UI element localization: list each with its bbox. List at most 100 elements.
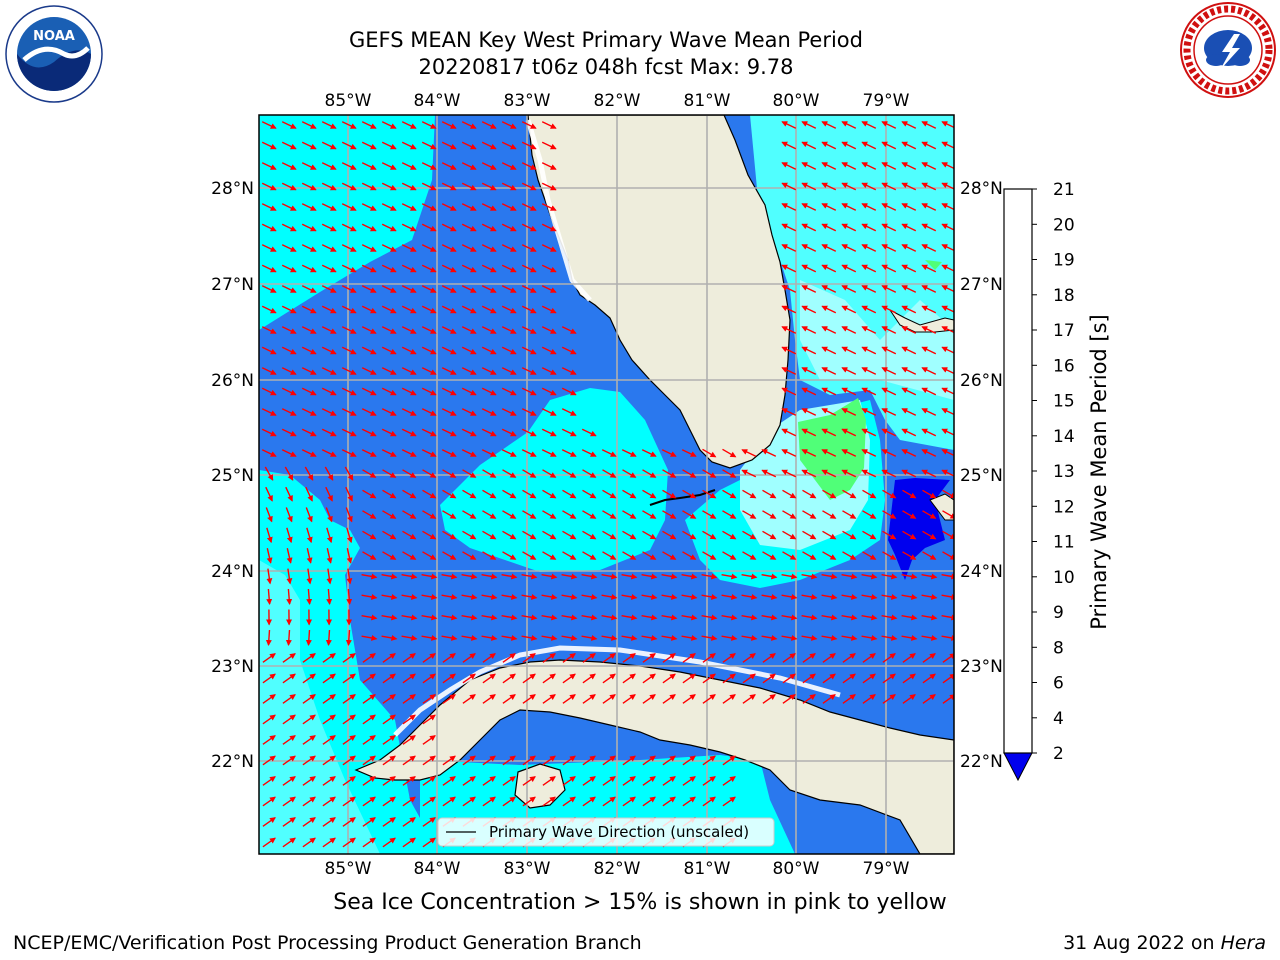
wave-arrow <box>522 694 536 704</box>
wave-arrow <box>522 653 536 663</box>
credit-line: NCEP/EMC/Verification Post Processing Pr… <box>13 932 642 954</box>
wave-arrow <box>261 367 277 375</box>
wave-arrow <box>742 489 757 499</box>
wave-arrow <box>381 121 397 129</box>
wave-arrow <box>702 448 717 458</box>
wave-arrow <box>722 489 737 499</box>
wave-arrow <box>321 326 337 334</box>
wave-arrow <box>602 653 616 663</box>
wave-arrow <box>462 694 476 704</box>
wave-arrow <box>502 776 516 786</box>
wave-arrow <box>821 449 837 457</box>
wave-arrow <box>321 162 337 170</box>
wave-arrow <box>582 551 597 560</box>
wave-arrow <box>902 551 917 560</box>
wave-arrow <box>722 448 737 458</box>
wave-arrow <box>562 796 576 807</box>
wave-arrow <box>421 162 437 170</box>
wave-arrow <box>841 264 857 273</box>
wave-arrow <box>842 489 857 499</box>
wave-arrow <box>822 530 837 540</box>
wave-arrow <box>821 162 837 170</box>
wave-arrow <box>881 141 897 150</box>
wave-arrow <box>422 776 436 786</box>
wave-arrow <box>422 653 436 663</box>
wave-arrow <box>762 489 777 499</box>
wave-arrow <box>302 673 316 684</box>
wave-arrow <box>481 634 498 641</box>
wave-arrow <box>381 305 397 314</box>
wave-arrow <box>342 653 356 663</box>
wave-arrow <box>541 346 557 355</box>
wave-arrow <box>881 305 897 314</box>
wave-arrow <box>881 346 897 355</box>
wave-arrow <box>381 387 397 396</box>
wave-arrow <box>322 653 336 663</box>
wave-arrow <box>861 408 877 416</box>
wave-arrow <box>742 694 756 704</box>
wave-arrow <box>641 573 658 580</box>
wave-arrow <box>402 673 416 684</box>
wave-arrow <box>345 629 352 646</box>
wave-arrow <box>402 489 417 499</box>
wave-arrow <box>261 387 277 396</box>
wave-arrow <box>421 387 437 396</box>
wave-arrow <box>461 326 477 334</box>
wave-arrow <box>341 387 357 396</box>
wave-arrow <box>401 326 417 334</box>
wave-arrow <box>842 673 856 684</box>
wave-arrow <box>502 469 517 478</box>
wave-arrow <box>562 653 576 663</box>
wave-arrow <box>361 162 377 170</box>
wave-arrow <box>521 162 537 170</box>
wave-arrow <box>541 408 557 416</box>
wave-arrow <box>881 223 897 232</box>
wave-arrow <box>821 387 837 396</box>
wave-arrow <box>681 449 697 457</box>
wave-arrow <box>281 203 297 211</box>
wave-arrow <box>901 264 917 273</box>
wave-arrow <box>321 428 337 437</box>
wave-arrow <box>401 285 417 293</box>
wave-arrow <box>722 469 737 478</box>
wave-arrow <box>421 285 437 293</box>
wave-arrow <box>522 469 537 478</box>
colorbar-tick-label: 4 <box>1053 709 1064 729</box>
wave-arrow <box>722 776 736 786</box>
wave-arrow <box>842 510 857 519</box>
wave-arrow <box>402 837 416 848</box>
wave-arrow <box>921 305 937 314</box>
wave-arrow <box>561 593 578 600</box>
wave-arrow <box>601 573 618 580</box>
wave-arrow <box>862 489 877 499</box>
wave-arrow <box>282 653 296 663</box>
wave-arrow <box>561 449 577 457</box>
wave-arrow <box>861 285 877 293</box>
lat-label-left: 28°N <box>211 179 254 199</box>
wave-arrow <box>341 285 357 293</box>
wave-arrow <box>801 449 817 457</box>
wave-arrow <box>921 244 937 252</box>
wave-arrow <box>901 305 917 314</box>
wave-arrow <box>661 449 677 457</box>
wave-arrow <box>782 489 797 499</box>
wave-arrow <box>881 162 897 170</box>
wave-arrow <box>344 466 354 481</box>
wave-arrow <box>501 428 517 437</box>
wave-arrow <box>581 593 598 600</box>
wave-arrow <box>841 614 858 621</box>
wave-arrow <box>481 244 497 252</box>
wave-arrow <box>422 755 436 766</box>
wave-arrow <box>281 244 297 252</box>
wave-arrow <box>621 573 638 580</box>
wave-arrow <box>801 387 817 396</box>
wave-arrow <box>661 593 678 600</box>
wave-arrow <box>702 530 717 540</box>
wave-arrow <box>701 614 718 621</box>
colorbar-tick-label: 19 <box>1053 251 1075 271</box>
wave-arrow <box>842 694 856 704</box>
wave-arrow <box>582 755 596 766</box>
wave-arrow <box>462 755 476 766</box>
wave-arrow <box>501 244 517 252</box>
wave-arrow <box>462 796 476 807</box>
